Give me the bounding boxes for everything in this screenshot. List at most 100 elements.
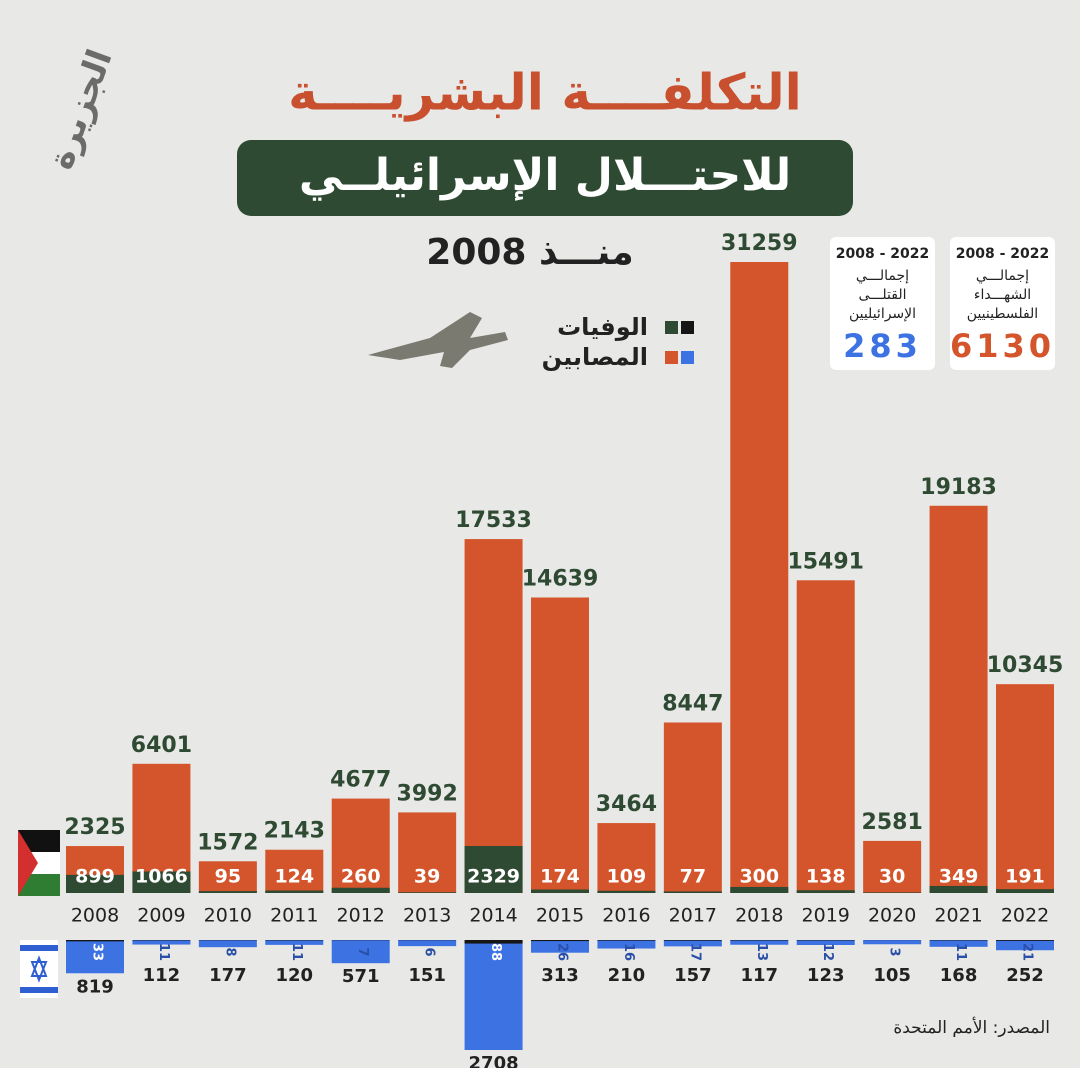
israeli-injured-bar bbox=[398, 940, 457, 947]
israeli-deaths-bar bbox=[730, 940, 789, 941]
israeli-deaths-label: 11 bbox=[953, 943, 968, 961]
deaths-bar bbox=[398, 892, 457, 893]
israeli-injured-bar bbox=[996, 940, 1054, 951]
injured-label: 2325 bbox=[64, 815, 125, 840]
deaths-label: 349 bbox=[939, 866, 979, 888]
total-label: القتلـــى bbox=[858, 287, 906, 303]
israeli-deaths-label: 21 bbox=[1020, 943, 1035, 961]
x-tick-label: 2013 bbox=[403, 905, 451, 927]
deaths-bar bbox=[796, 890, 855, 893]
israeli-injured-label: 157 bbox=[674, 965, 712, 986]
x-tick-label: 2021 bbox=[934, 905, 982, 927]
deaths-bar bbox=[929, 885, 988, 893]
injured-bar bbox=[198, 861, 257, 893]
injured-bar bbox=[132, 763, 191, 893]
total-label: الإسرائيليين bbox=[849, 306, 916, 322]
israeli-injured-label: 117 bbox=[740, 965, 778, 986]
deaths-label: 1066 bbox=[135, 866, 188, 888]
injured-bar bbox=[331, 798, 390, 893]
israeli-injured-label: 2708 bbox=[469, 1053, 519, 1068]
deaths-bar bbox=[198, 891, 257, 893]
israeli-injured-label: 112 bbox=[143, 965, 181, 986]
israeli-deaths-label: 12 bbox=[820, 943, 835, 961]
injured-bar bbox=[663, 722, 722, 893]
injured-label: 6401 bbox=[131, 733, 192, 758]
injured-bar bbox=[265, 849, 324, 893]
total-label: الشهـــداء bbox=[974, 287, 1031, 303]
israeli-injured-bar bbox=[863, 940, 922, 945]
subtitle-box bbox=[237, 140, 853, 216]
injured-bar bbox=[531, 597, 589, 893]
x-tick-label: 2018 bbox=[735, 905, 783, 927]
injured-bar bbox=[996, 684, 1054, 893]
total-label: إجمالـــي bbox=[856, 268, 909, 284]
israel-flag bbox=[20, 940, 58, 998]
deaths-bar bbox=[730, 886, 789, 893]
deaths-bar bbox=[265, 890, 324, 893]
injured-label: 4677 bbox=[330, 768, 391, 793]
deaths-label: 2329 bbox=[467, 866, 520, 888]
total-label: إجمالـــي bbox=[976, 268, 1029, 284]
israeli-injured-bar bbox=[663, 940, 722, 947]
deaths-bar bbox=[597, 890, 656, 893]
israeli-injured-label: 210 bbox=[608, 965, 646, 986]
legend-label: الوفيات bbox=[557, 313, 648, 341]
jet-decoration bbox=[368, 312, 508, 368]
israeli-injured-label: 252 bbox=[1006, 965, 1044, 986]
injured-bar bbox=[464, 539, 523, 893]
injured-label: 17533 bbox=[455, 508, 532, 533]
israeli-deaths-bar bbox=[531, 940, 589, 942]
injured-label: 1572 bbox=[197, 830, 258, 855]
israeli-injured-bar bbox=[265, 940, 324, 945]
israeli-injured-bar bbox=[464, 940, 523, 1050]
deaths-label: 109 bbox=[607, 866, 647, 888]
israeli-deaths-bar bbox=[663, 940, 722, 941]
deaths-bar bbox=[66, 874, 124, 893]
injured-label: 8447 bbox=[662, 691, 723, 716]
injured-label: 19183 bbox=[920, 475, 997, 500]
israeli-deaths-label: 8 bbox=[222, 947, 237, 956]
deaths-bar bbox=[464, 845, 523, 893]
israeli-injured-label: 177 bbox=[209, 965, 247, 986]
total-period: 2008 - 2022 bbox=[836, 246, 930, 262]
injured-bar bbox=[597, 823, 656, 893]
israeli-injured-label: 123 bbox=[807, 965, 845, 986]
israeli-deaths-label: 11 bbox=[156, 943, 171, 961]
x-tick-label: 2008 bbox=[71, 905, 119, 927]
injured-label: 2581 bbox=[862, 810, 923, 835]
israeli-deaths-label: 17 bbox=[687, 943, 702, 961]
israeli-injured-label: 168 bbox=[940, 965, 978, 986]
deaths-bar bbox=[132, 871, 191, 893]
legend-label: المصابين bbox=[542, 343, 648, 371]
israeli-injured-bar bbox=[929, 940, 988, 947]
legend-swatch bbox=[681, 351, 694, 364]
injured-bar bbox=[730, 262, 789, 893]
since-label: منـــذ 2008 bbox=[426, 232, 633, 273]
israeli-injured-bar bbox=[597, 940, 656, 949]
israeli-deaths-label: 13 bbox=[754, 943, 769, 961]
israeli-deaths-label: 33 bbox=[90, 943, 105, 961]
israeli-injured-bar bbox=[730, 940, 789, 945]
israeli-deaths-label: 3 bbox=[887, 947, 902, 956]
israeli-deaths-label: 7 bbox=[355, 947, 370, 956]
x-tick-label: 2014 bbox=[469, 905, 517, 927]
x-tick-label: 2022 bbox=[1001, 905, 1049, 927]
legend-swatch bbox=[665, 351, 678, 364]
deaths-label: 260 bbox=[341, 866, 381, 888]
deaths-label: 30 bbox=[879, 866, 905, 888]
total-box bbox=[830, 237, 935, 370]
injured-label: 14639 bbox=[522, 566, 599, 591]
israeli-deaths-bar bbox=[464, 940, 523, 944]
israeli-injured-label: 151 bbox=[408, 965, 446, 986]
israeli-injured-bar bbox=[132, 940, 191, 945]
deaths-label: 191 bbox=[1005, 866, 1045, 888]
israeli-injured-bar bbox=[66, 940, 124, 974]
israeli-injured-label: 105 bbox=[873, 965, 911, 986]
israeli-injured-bar bbox=[796, 940, 855, 945]
israeli-deaths-label: 6 bbox=[422, 947, 437, 956]
deaths-bar bbox=[331, 887, 390, 893]
israeli-injured-label: 120 bbox=[275, 965, 313, 986]
injured-bar bbox=[929, 505, 988, 893]
